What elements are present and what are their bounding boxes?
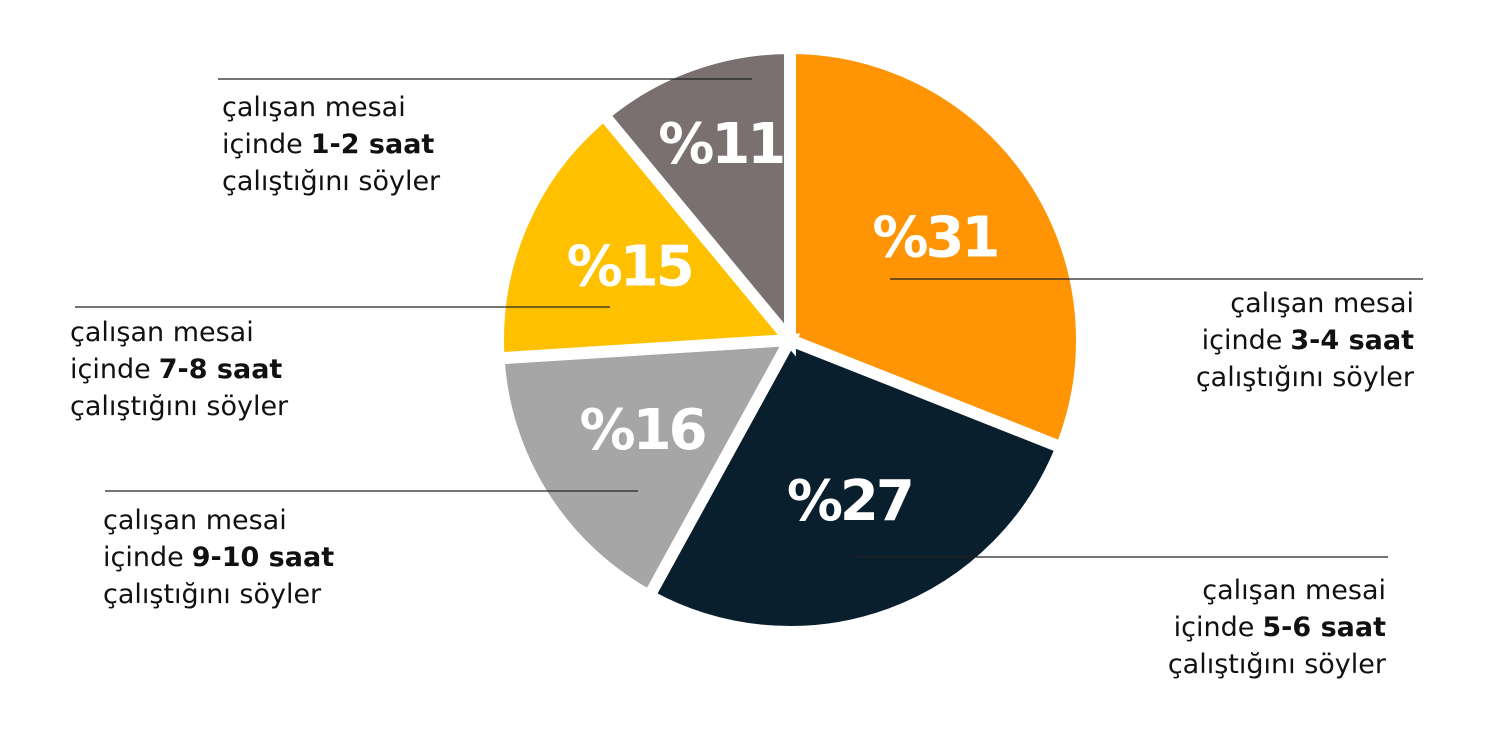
pie-slice [595, 41, 796, 357]
category-label-line2: içinde 1-2 saat [222, 129, 434, 160]
category-label-line1: çalışan mesai [1230, 288, 1414, 319]
pie-slice [492, 333, 801, 605]
category-label-line3: çalıştığını söyler [1196, 362, 1415, 393]
category-name: 7-8 saat [159, 354, 283, 385]
category-label-line1: çalışan mesai [103, 505, 287, 536]
category-label-line3: çalıştığını söyler [1168, 649, 1387, 680]
category-label-line1: çalışan mesai [70, 317, 254, 348]
category-label-line2: içinde 5-6 saat [1174, 612, 1386, 643]
value-label: %15 [567, 235, 692, 300]
category-name: 1-2 saat [311, 129, 435, 160]
category-label-line3: çalıştığını söyler [222, 166, 441, 197]
category-label-line3: çalıştığını söyler [103, 579, 322, 610]
pie-slice [492, 106, 803, 365]
category-name: 3-4 saat [1290, 325, 1414, 356]
category-label-line3: çalıştığını söyler [70, 391, 289, 422]
value-label: %31 [872, 206, 997, 271]
category-label-line2: içinde 3-4 saat [1202, 325, 1414, 356]
category-label-line1: çalışan mesai [1202, 575, 1386, 606]
value-label: %11 [658, 112, 783, 177]
category-label-prefix: içinde [222, 129, 303, 160]
value-label: %16 [580, 398, 705, 463]
category-label-line2: içinde 9-10 saat [103, 542, 334, 573]
category-label-line2: içinde 7-8 saat [70, 354, 282, 385]
category-label-prefix: içinde [70, 354, 151, 385]
category-label-prefix: içinde [1202, 325, 1283, 356]
category-label-line1: çalışan mesai [222, 92, 406, 123]
pie-slice [784, 41, 1088, 456]
category-name: 9-10 saat [192, 542, 334, 573]
category-name: 5-6 saat [1262, 612, 1386, 643]
category-label-prefix: içinde [103, 542, 184, 573]
value-label: %27 [787, 469, 912, 534]
category-label-prefix: içinde [1174, 612, 1255, 643]
